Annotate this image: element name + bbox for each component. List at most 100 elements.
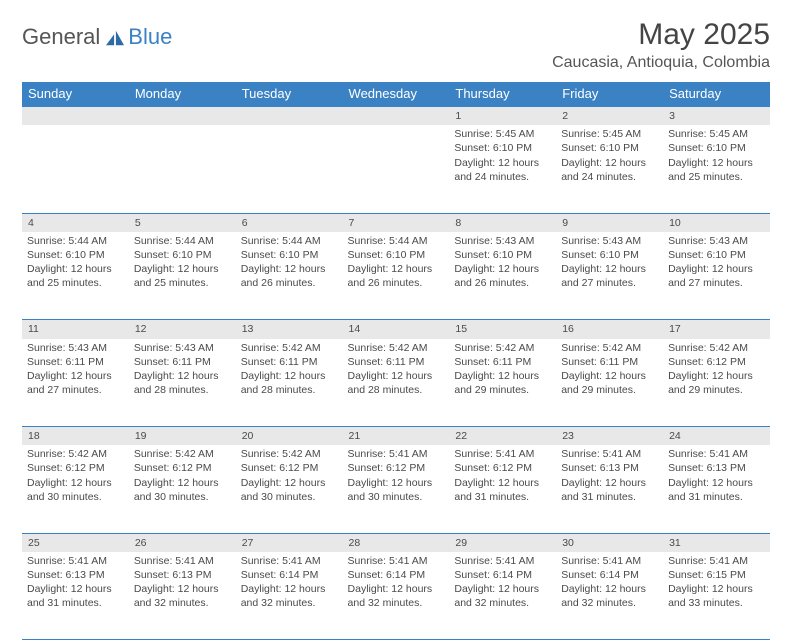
day-cell: Sunrise: 5:45 AMSunset: 6:10 PMDaylight:… <box>556 125 663 213</box>
day-number: 24 <box>663 427 770 446</box>
day-number: 21 <box>343 427 450 446</box>
day-details: Sunrise: 5:41 AMSunset: 6:12 PMDaylight:… <box>452 445 553 504</box>
day-number <box>22 106 129 125</box>
day-details: Sunrise: 5:42 AMSunset: 6:12 PMDaylight:… <box>25 445 126 504</box>
logo: General Blue <box>22 18 172 50</box>
day-details: Sunrise: 5:43 AMSunset: 6:11 PMDaylight:… <box>25 339 126 398</box>
day-details: Sunrise: 5:41 AMSunset: 6:13 PMDaylight:… <box>666 445 767 504</box>
calendar: SundayMondayTuesdayWednesdayThursdayFrid… <box>22 82 770 640</box>
daynum-row: 123 <box>22 106 770 125</box>
weekday-header: Wednesday <box>343 82 450 106</box>
day-number <box>343 106 450 125</box>
calendar-header: SundayMondayTuesdayWednesdayThursdayFrid… <box>22 82 770 106</box>
day-cell: Sunrise: 5:41 AMSunset: 6:12 PMDaylight:… <box>449 445 556 533</box>
week-row: Sunrise: 5:42 AMSunset: 6:12 PMDaylight:… <box>22 445 770 533</box>
day-details: Sunrise: 5:42 AMSunset: 6:12 PMDaylight:… <box>666 339 767 398</box>
month-title: May 2025 <box>552 18 770 52</box>
day-cell: Sunrise: 5:42 AMSunset: 6:12 PMDaylight:… <box>22 445 129 533</box>
sail-icon <box>104 29 126 47</box>
day-details: Sunrise: 5:45 AMSunset: 6:10 PMDaylight:… <box>452 125 553 184</box>
day-cell: Sunrise: 5:42 AMSunset: 6:12 PMDaylight:… <box>236 445 343 533</box>
day-details: Sunrise: 5:42 AMSunset: 6:11 PMDaylight:… <box>239 339 340 398</box>
day-number: 25 <box>22 533 129 552</box>
day-details: Sunrise: 5:41 AMSunset: 6:13 PMDaylight:… <box>559 445 660 504</box>
day-cell: Sunrise: 5:41 AMSunset: 6:13 PMDaylight:… <box>663 445 770 533</box>
week-row: Sunrise: 5:43 AMSunset: 6:11 PMDaylight:… <box>22 339 770 427</box>
day-cell <box>129 125 236 213</box>
day-cell: Sunrise: 5:42 AMSunset: 6:11 PMDaylight:… <box>449 339 556 427</box>
day-cell: Sunrise: 5:43 AMSunset: 6:10 PMDaylight:… <box>556 232 663 320</box>
day-cell: Sunrise: 5:41 AMSunset: 6:13 PMDaylight:… <box>129 552 236 640</box>
day-details: Sunrise: 5:42 AMSunset: 6:12 PMDaylight:… <box>132 445 233 504</box>
day-details: Sunrise: 5:41 AMSunset: 6:13 PMDaylight:… <box>132 552 233 611</box>
week-row: Sunrise: 5:44 AMSunset: 6:10 PMDaylight:… <box>22 232 770 320</box>
day-number: 19 <box>129 427 236 446</box>
day-cell: Sunrise: 5:42 AMSunset: 6:12 PMDaylight:… <box>663 339 770 427</box>
day-number: 18 <box>22 427 129 446</box>
day-number: 8 <box>449 213 556 232</box>
day-number: 6 <box>236 213 343 232</box>
day-details: Sunrise: 5:45 AMSunset: 6:10 PMDaylight:… <box>559 125 660 184</box>
day-number: 16 <box>556 320 663 339</box>
day-cell <box>343 125 450 213</box>
week-row: Sunrise: 5:45 AMSunset: 6:10 PMDaylight:… <box>22 125 770 213</box>
day-number: 4 <box>22 213 129 232</box>
day-details: Sunrise: 5:44 AMSunset: 6:10 PMDaylight:… <box>132 232 233 291</box>
day-details: Sunrise: 5:41 AMSunset: 6:15 PMDaylight:… <box>666 552 767 611</box>
day-number: 28 <box>343 533 450 552</box>
day-details: Sunrise: 5:41 AMSunset: 6:14 PMDaylight:… <box>452 552 553 611</box>
day-details: Sunrise: 5:43 AMSunset: 6:10 PMDaylight:… <box>452 232 553 291</box>
header: General Blue May 2025 Caucasia, Antioqui… <box>22 18 770 72</box>
day-cell: Sunrise: 5:44 AMSunset: 6:10 PMDaylight:… <box>343 232 450 320</box>
daynum-row: 45678910 <box>22 213 770 232</box>
day-cell: Sunrise: 5:41 AMSunset: 6:13 PMDaylight:… <box>22 552 129 640</box>
day-number: 9 <box>556 213 663 232</box>
day-details: Sunrise: 5:44 AMSunset: 6:10 PMDaylight:… <box>239 232 340 291</box>
day-cell: Sunrise: 5:43 AMSunset: 6:11 PMDaylight:… <box>129 339 236 427</box>
day-number: 20 <box>236 427 343 446</box>
day-cell: Sunrise: 5:44 AMSunset: 6:10 PMDaylight:… <box>236 232 343 320</box>
day-number: 27 <box>236 533 343 552</box>
day-details: Sunrise: 5:42 AMSunset: 6:12 PMDaylight:… <box>239 445 340 504</box>
day-number: 30 <box>556 533 663 552</box>
day-details: Sunrise: 5:41 AMSunset: 6:14 PMDaylight:… <box>346 552 447 611</box>
day-details: Sunrise: 5:42 AMSunset: 6:11 PMDaylight:… <box>452 339 553 398</box>
day-details: Sunrise: 5:41 AMSunset: 6:12 PMDaylight:… <box>346 445 447 504</box>
day-cell: Sunrise: 5:44 AMSunset: 6:10 PMDaylight:… <box>129 232 236 320</box>
logo-text-general: General <box>22 24 100 50</box>
week-row: Sunrise: 5:41 AMSunset: 6:13 PMDaylight:… <box>22 552 770 640</box>
day-cell <box>22 125 129 213</box>
day-cell: Sunrise: 5:41 AMSunset: 6:14 PMDaylight:… <box>556 552 663 640</box>
weekday-header: Saturday <box>663 82 770 106</box>
day-number: 29 <box>449 533 556 552</box>
day-number: 17 <box>663 320 770 339</box>
day-cell: Sunrise: 5:42 AMSunset: 6:11 PMDaylight:… <box>556 339 663 427</box>
title-block: May 2025 Caucasia, Antioquia, Colombia <box>552 18 770 72</box>
day-number: 31 <box>663 533 770 552</box>
day-number: 15 <box>449 320 556 339</box>
location: Caucasia, Antioquia, Colombia <box>552 54 770 72</box>
day-cell: Sunrise: 5:42 AMSunset: 6:11 PMDaylight:… <box>343 339 450 427</box>
day-details: Sunrise: 5:42 AMSunset: 6:11 PMDaylight:… <box>346 339 447 398</box>
day-details: Sunrise: 5:42 AMSunset: 6:11 PMDaylight:… <box>559 339 660 398</box>
weekday-header: Monday <box>129 82 236 106</box>
day-number: 5 <box>129 213 236 232</box>
day-number: 7 <box>343 213 450 232</box>
day-cell <box>236 125 343 213</box>
day-number: 23 <box>556 427 663 446</box>
day-number: 2 <box>556 106 663 125</box>
weekday-header: Tuesday <box>236 82 343 106</box>
day-cell: Sunrise: 5:45 AMSunset: 6:10 PMDaylight:… <box>449 125 556 213</box>
day-cell: Sunrise: 5:45 AMSunset: 6:10 PMDaylight:… <box>663 125 770 213</box>
day-details: Sunrise: 5:41 AMSunset: 6:13 PMDaylight:… <box>25 552 126 611</box>
day-details: Sunrise: 5:45 AMSunset: 6:10 PMDaylight:… <box>666 125 767 184</box>
day-number: 1 <box>449 106 556 125</box>
day-number: 12 <box>129 320 236 339</box>
day-cell: Sunrise: 5:43 AMSunset: 6:11 PMDaylight:… <box>22 339 129 427</box>
day-cell: Sunrise: 5:44 AMSunset: 6:10 PMDaylight:… <box>22 232 129 320</box>
day-cell: Sunrise: 5:43 AMSunset: 6:10 PMDaylight:… <box>663 232 770 320</box>
day-cell: Sunrise: 5:41 AMSunset: 6:15 PMDaylight:… <box>663 552 770 640</box>
daynum-row: 11121314151617 <box>22 320 770 339</box>
day-details: Sunrise: 5:44 AMSunset: 6:10 PMDaylight:… <box>25 232 126 291</box>
day-cell: Sunrise: 5:41 AMSunset: 6:12 PMDaylight:… <box>343 445 450 533</box>
